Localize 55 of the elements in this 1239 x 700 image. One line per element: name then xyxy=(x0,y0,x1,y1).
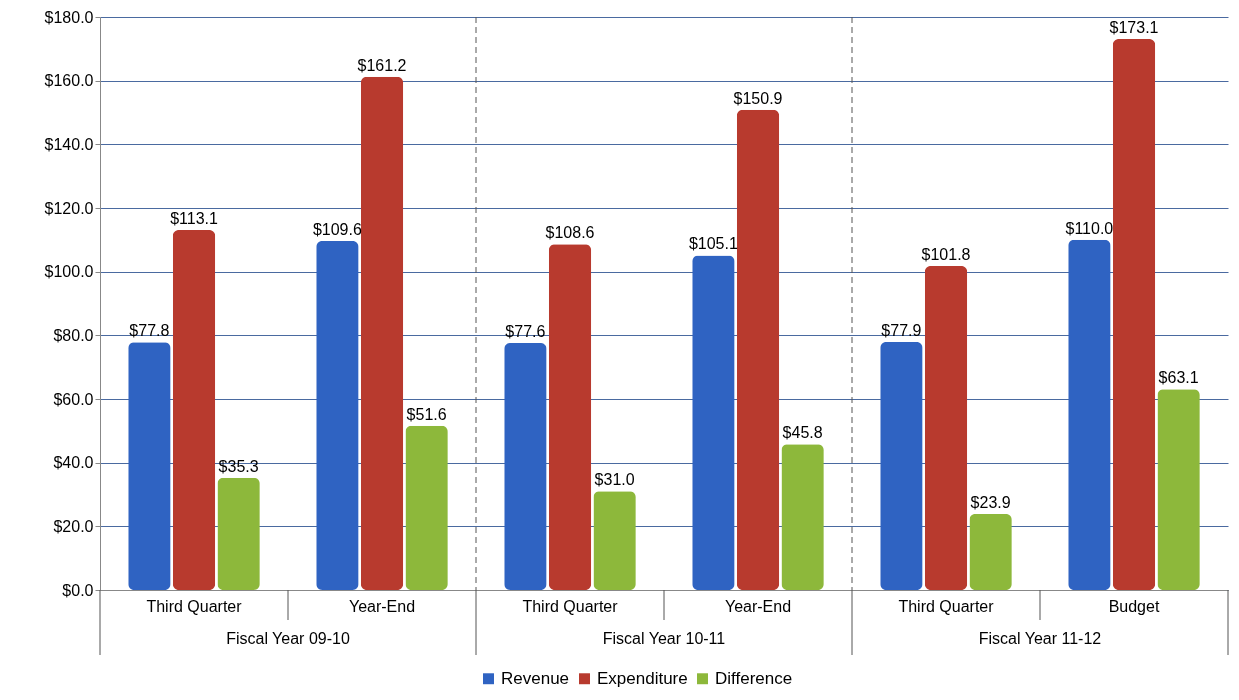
bar xyxy=(360,76,404,590)
y-tick-label: $180.0 xyxy=(44,8,94,26)
data-label: $51.6 xyxy=(406,405,447,423)
data-label: $110.0 xyxy=(1065,219,1114,237)
bar xyxy=(1068,239,1111,590)
data-label: $101.8 xyxy=(921,245,971,263)
bar xyxy=(405,425,448,590)
data-label: $150.9 xyxy=(733,89,783,107)
text: Fiscal Year 10-11 xyxy=(601,630,727,648)
y-tick-label: $40.0 xyxy=(53,454,94,472)
y-tick-label: $20.0 xyxy=(53,517,94,535)
data-label: $108.6 xyxy=(545,224,595,242)
legend-label: Revenue xyxy=(501,668,570,688)
x-tick-label: Budget xyxy=(1108,597,1160,615)
y-tick-label: $100.0 xyxy=(44,263,94,281)
y-tick-label: $0.0 xyxy=(62,581,94,599)
legend-label: Expenditure xyxy=(597,668,688,688)
y-tick-label: $160.0 xyxy=(44,72,94,90)
bar xyxy=(1157,389,1200,590)
bar xyxy=(781,444,824,590)
bar xyxy=(172,229,216,590)
x-tick-label: Third Quarter xyxy=(898,597,995,615)
x-tick-label: Third Quarter xyxy=(522,597,619,615)
text: Fiscal Year 09-10 xyxy=(225,630,351,648)
bar xyxy=(548,244,592,590)
bar xyxy=(1112,38,1156,590)
data-label: $161.2 xyxy=(357,56,407,74)
bar xyxy=(504,342,547,590)
legend-label: Difference xyxy=(715,668,793,688)
data-label: $45.8 xyxy=(782,424,823,442)
data-label: $63.1 xyxy=(1158,369,1199,387)
bar xyxy=(316,241,359,590)
x-tick-label: Third Quarter xyxy=(146,597,243,615)
data-label: $109.6 xyxy=(312,221,362,239)
bar xyxy=(128,342,171,590)
data-label: $77.9 xyxy=(881,322,922,340)
y-tick-label: $120.0 xyxy=(44,199,94,217)
y-tick-label: $140.0 xyxy=(44,135,94,153)
y-tick-label: $60.0 xyxy=(53,390,94,408)
data-label: $105.1 xyxy=(688,235,738,253)
x-tick-label: Year-End xyxy=(348,597,416,615)
bar xyxy=(217,477,260,590)
y-tick-label: $80.0 xyxy=(53,326,94,344)
bar xyxy=(924,265,968,590)
data-label: $113.1 xyxy=(170,209,218,227)
text: Fiscal Year 11-12 xyxy=(977,630,1103,648)
bar xyxy=(736,109,780,590)
bar xyxy=(593,491,636,590)
bar xyxy=(880,342,923,590)
bar xyxy=(969,513,1012,590)
data-label: $173.1 xyxy=(1109,18,1159,36)
data-label: $31.0 xyxy=(594,471,635,489)
data-label: $23.9 xyxy=(970,493,1011,511)
x-tick-label: Year-End xyxy=(724,597,792,615)
bar xyxy=(692,255,735,590)
